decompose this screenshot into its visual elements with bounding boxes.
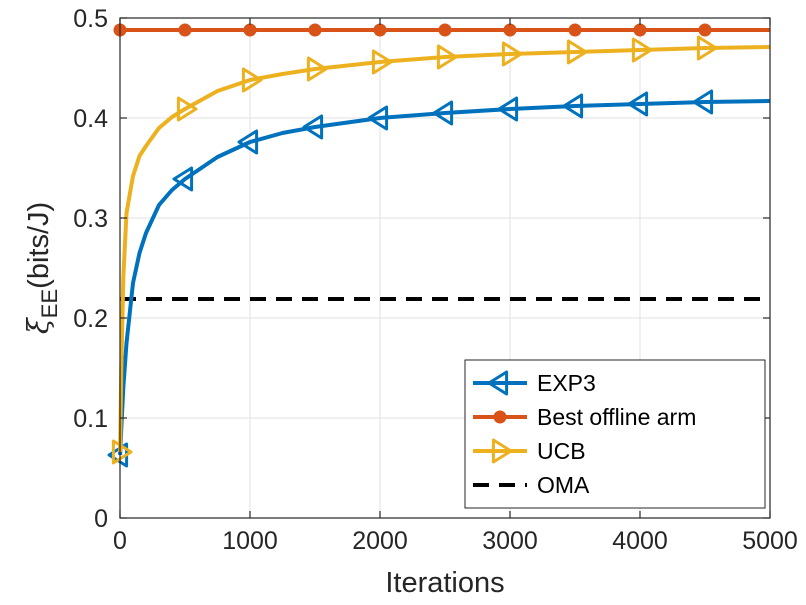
data-point-ucb [111, 439, 133, 465]
legend-label-exp3: EXP3 [537, 370, 596, 396]
x-tick-label: 5000 [742, 527, 798, 555]
legend-label-oma: OMA [537, 472, 590, 498]
legend-marker-ucb [491, 438, 513, 464]
y-tick-label: 0.1 [73, 405, 108, 433]
data-point-ucb [631, 37, 653, 63]
data-point-ucb [371, 49, 393, 75]
data-point-best-offline-arm [568, 23, 582, 37]
x-axis-label: Iterations [385, 567, 504, 599]
data-point-exp3 [367, 105, 389, 131]
series-ucb [111, 35, 771, 465]
y-axis-label: ξEE(bits/J) [21, 202, 62, 334]
y-tick-label: 0 [94, 505, 108, 533]
data-point-ucb [501, 41, 523, 67]
y-tick-label: 0.2 [73, 305, 108, 333]
data-point-exp3 [692, 89, 714, 115]
y-axis-label-symbol: ξ [21, 316, 55, 334]
data-point-best-offline-arm [633, 23, 647, 37]
series-line-ucb [118, 45, 771, 453]
data-point-exp3 [172, 166, 194, 192]
data-point-ucb [436, 44, 458, 70]
y-axis-label-subscript: EE [37, 289, 62, 318]
svg-text:ξEE(bits/J): ξEE(bits/J) [21, 202, 62, 334]
data-point-exp3 [302, 114, 324, 140]
legend-label-best-offline-arm: Best offline arm [537, 404, 696, 430]
data-point-exp3 [627, 91, 649, 117]
x-tick-label: 2000 [352, 527, 408, 555]
series-layer [107, 23, 771, 468]
grid [119, 17, 771, 519]
legend-label-ucb: UCB [537, 438, 586, 464]
data-point-exp3 [432, 100, 454, 126]
y-axis-label-unit: (bits/J) [23, 202, 55, 289]
y-tick-label: 0.3 [73, 205, 108, 233]
data-point-ucb [566, 39, 588, 65]
data-point-best-offline-arm [243, 23, 257, 37]
y-tick-label: 0.5 [73, 5, 108, 33]
data-point-ucb [241, 67, 263, 93]
legend-item-exp3: EXP3 [473, 370, 596, 396]
data-point-best-offline-arm [178, 23, 192, 37]
legend-marker-best-offline-arm [493, 410, 507, 424]
data-point-best-offline-arm [308, 23, 322, 37]
plot-area-border [119, 17, 771, 519]
data-point-exp3 [237, 129, 259, 155]
legend-item-ucb: UCB [473, 438, 586, 464]
data-point-best-offline-arm [373, 23, 387, 37]
legend: EXP3 Best offline arm UCB OMA [464, 359, 766, 509]
x-tick-label: 1000 [222, 527, 278, 555]
x-tick-label: 3000 [482, 527, 538, 555]
legend-marker-exp3 [487, 370, 509, 396]
data-point-best-offline-arm [698, 23, 712, 37]
data-point-best-offline-arm [503, 23, 517, 37]
series-best-offline-arm [113, 23, 770, 37]
series-line-exp3 [118, 99, 771, 456]
x-tick-label: 4000 [612, 527, 668, 555]
ticks: 0 1000 2000 3000 4000 5000 0 0.1 0.2 0.3 0.4 0.5 [73, 5, 798, 555]
y-tick-label: 0.4 [73, 105, 108, 133]
data-point-best-offline-arm [438, 23, 452, 37]
data-point-ucb [306, 56, 328, 82]
data-point-exp3 [562, 93, 584, 119]
data-point-ucb [696, 35, 718, 61]
x-tick-label: 0 [113, 527, 127, 555]
data-point-ucb [176, 96, 198, 122]
data-point-exp3 [497, 96, 519, 122]
legend-item-best-offline-arm: Best offline arm [473, 404, 696, 430]
legend-item-oma: OMA [473, 472, 590, 498]
